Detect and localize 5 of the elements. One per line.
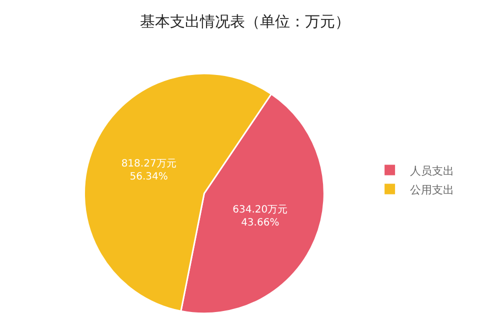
legend-label: 公用支出 xyxy=(410,183,454,196)
legend-label: 人员支出 xyxy=(410,164,454,178)
chart-title: 基本支出情况表（单位：万元） xyxy=(140,12,350,31)
data-label: 634.20万元 43.66% xyxy=(232,204,288,229)
data-label: 818.27万元 56.34% xyxy=(121,158,176,182)
